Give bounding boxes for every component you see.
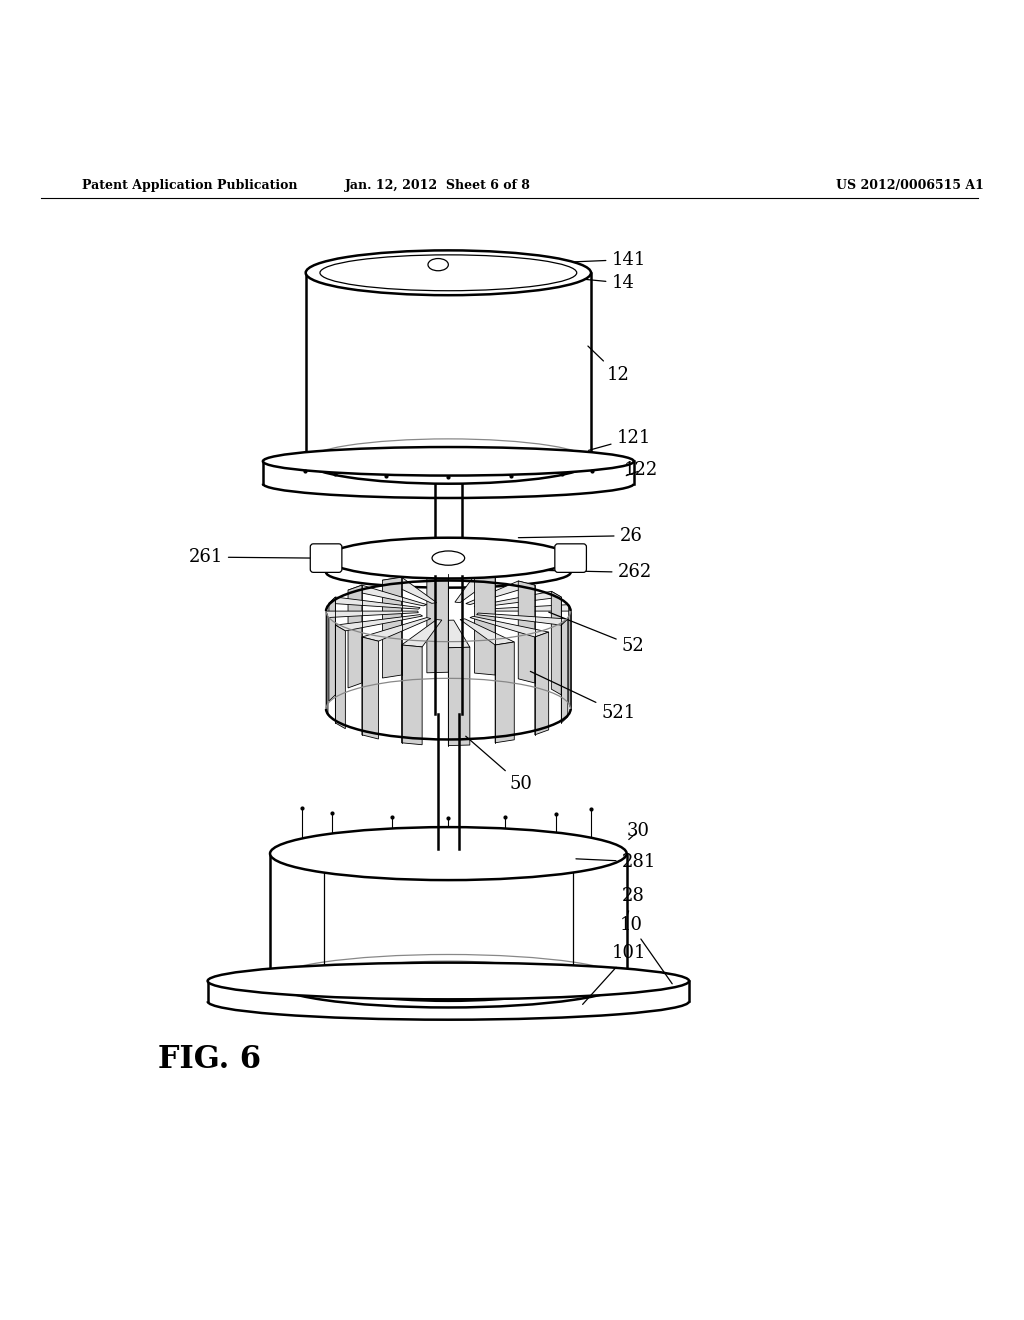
- Polygon shape: [470, 616, 549, 638]
- Text: 261: 261: [188, 548, 313, 566]
- Polygon shape: [382, 577, 401, 678]
- Ellipse shape: [270, 828, 627, 880]
- Text: 121: 121: [589, 429, 651, 450]
- Polygon shape: [496, 642, 514, 743]
- Polygon shape: [361, 638, 379, 739]
- Text: Patent Application Publication: Patent Application Publication: [82, 178, 297, 191]
- Polygon shape: [568, 605, 570, 709]
- Polygon shape: [326, 611, 328, 715]
- Text: 50: 50: [466, 737, 532, 793]
- Polygon shape: [518, 581, 535, 682]
- Ellipse shape: [428, 259, 449, 271]
- Polygon shape: [427, 574, 449, 602]
- Polygon shape: [348, 585, 427, 606]
- Text: 262: 262: [543, 564, 651, 581]
- Text: 281: 281: [575, 853, 656, 871]
- Ellipse shape: [306, 251, 591, 296]
- Polygon shape: [478, 605, 570, 611]
- Polygon shape: [551, 591, 561, 694]
- Polygon shape: [466, 581, 535, 605]
- Text: 521: 521: [530, 672, 636, 722]
- Text: 141: 141: [529, 251, 646, 268]
- Polygon shape: [382, 577, 436, 603]
- Text: 12: 12: [588, 346, 629, 384]
- Polygon shape: [348, 585, 361, 688]
- Polygon shape: [427, 574, 449, 673]
- Text: 26: 26: [518, 527, 642, 545]
- Polygon shape: [329, 597, 336, 701]
- Polygon shape: [474, 591, 561, 607]
- Ellipse shape: [326, 537, 570, 578]
- Text: 14: 14: [572, 275, 634, 292]
- Ellipse shape: [432, 550, 465, 565]
- Polygon shape: [460, 619, 514, 645]
- Polygon shape: [474, 576, 496, 675]
- FancyBboxPatch shape: [310, 544, 342, 573]
- Text: 52: 52: [549, 612, 644, 655]
- Polygon shape: [329, 597, 420, 609]
- FancyBboxPatch shape: [555, 544, 587, 573]
- Polygon shape: [336, 615, 423, 631]
- Polygon shape: [401, 619, 441, 647]
- Text: 101: 101: [583, 945, 646, 1005]
- Polygon shape: [336, 626, 345, 729]
- Polygon shape: [361, 618, 431, 642]
- Ellipse shape: [263, 447, 634, 475]
- Text: 10: 10: [620, 916, 672, 983]
- Polygon shape: [476, 612, 567, 626]
- Text: Jan. 12, 2012  Sheet 6 of 8: Jan. 12, 2012 Sheet 6 of 8: [345, 178, 531, 191]
- Text: FIG. 6: FIG. 6: [158, 1044, 261, 1074]
- Polygon shape: [326, 611, 418, 618]
- Polygon shape: [449, 620, 470, 648]
- Text: 122: 122: [624, 462, 657, 479]
- Polygon shape: [561, 619, 567, 723]
- Polygon shape: [449, 647, 470, 746]
- Ellipse shape: [208, 962, 689, 999]
- Text: US 2012/0006515 A1: US 2012/0006515 A1: [836, 178, 983, 191]
- Polygon shape: [535, 632, 549, 735]
- Text: 30: 30: [627, 822, 649, 841]
- Text: 28: 28: [622, 887, 644, 915]
- Polygon shape: [401, 645, 422, 744]
- Polygon shape: [455, 576, 496, 603]
